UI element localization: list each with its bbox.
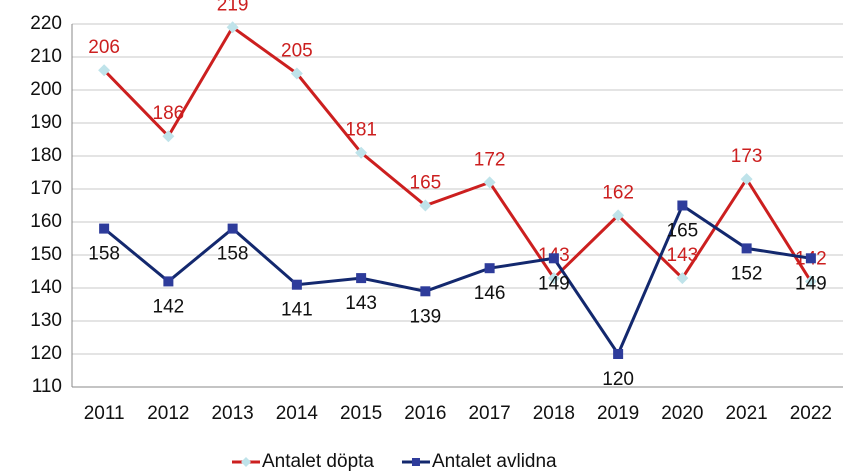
data-label: 152: [731, 263, 763, 284]
series-line: [103, 203, 812, 358]
marker: [804, 275, 817, 288]
data-label: 149: [538, 273, 570, 294]
data-label: 142: [153, 296, 185, 317]
x-tick-label: 2014: [276, 403, 319, 424]
marker: [548, 253, 559, 264]
y-tick-label: 140: [30, 277, 62, 298]
y-tick-label: 150: [30, 244, 62, 265]
data-label: 186: [153, 103, 185, 124]
y-tick-label: 200: [30, 79, 62, 100]
y-tick-label: 110: [32, 376, 62, 397]
y-tick-label: 210: [30, 46, 62, 67]
y-tick-label: 190: [30, 112, 62, 133]
data-label: 141: [281, 300, 313, 321]
data-label: 219: [217, 0, 249, 15]
data-label: 206: [88, 37, 120, 58]
data-label: 143: [667, 245, 699, 266]
x-tick-label: 2015: [340, 403, 382, 424]
x-tick-label: 2013: [211, 403, 253, 424]
marker: [419, 199, 432, 212]
data-label: 205: [281, 41, 313, 62]
marker: [290, 67, 303, 80]
legend-label: Antalet döpta: [262, 451, 374, 472]
data-label: 139: [410, 306, 442, 327]
marker: [613, 349, 624, 359]
data-label: 173: [731, 146, 763, 167]
data-label: 165: [410, 173, 442, 194]
marker: [163, 276, 174, 287]
data-label: 120: [602, 369, 634, 390]
data-label: 149: [795, 273, 827, 294]
data-label: 158: [88, 244, 120, 265]
marker: [291, 279, 302, 290]
y-tick-label: 170: [30, 178, 62, 199]
marker: [356, 273, 367, 284]
x-tick-label: 2018: [533, 403, 575, 424]
legend-marker: [241, 457, 251, 467]
x-tick-label: 2017: [468, 403, 510, 424]
y-tick-label: 120: [30, 343, 62, 364]
data-label: 158: [217, 244, 249, 265]
x-tick-label: 2019: [597, 403, 639, 424]
data-label: 162: [602, 182, 634, 203]
marker: [484, 263, 495, 274]
marker: [676, 272, 689, 285]
marker: [805, 253, 816, 264]
x-tick-label: 2011: [84, 403, 125, 424]
marker: [99, 223, 110, 234]
marker: [98, 64, 111, 77]
marker: [420, 286, 431, 297]
data-label: 172: [474, 149, 506, 170]
marker: [226, 21, 239, 34]
data-label: 146: [474, 283, 506, 304]
y-tick-label: 180: [30, 145, 62, 166]
marker: [677, 200, 688, 211]
marker: [227, 223, 238, 234]
marker: [547, 272, 560, 285]
marker: [483, 176, 496, 189]
x-tick-label: 2016: [404, 403, 446, 424]
marker: [355, 146, 368, 159]
marker: [740, 173, 753, 186]
legend-label: Antalet avlidna: [432, 451, 557, 472]
y-tick-label: 220: [30, 13, 62, 34]
data-label: 143: [345, 293, 377, 314]
y-tick-label: 130: [30, 310, 62, 331]
data-label: 165: [667, 221, 699, 242]
data-label: 181: [345, 120, 377, 141]
y-tick-label: 160: [30, 211, 62, 232]
legend-marker: [411, 458, 420, 466]
marker: [162, 130, 175, 143]
series-line: [103, 25, 813, 283]
x-tick-label: 2012: [147, 403, 189, 424]
marker: [741, 243, 752, 254]
x-tick-label: 2020: [661, 403, 703, 424]
marker: [612, 209, 625, 222]
x-tick-label: 2021: [725, 403, 767, 424]
x-tick-label: 2022: [790, 403, 832, 424]
